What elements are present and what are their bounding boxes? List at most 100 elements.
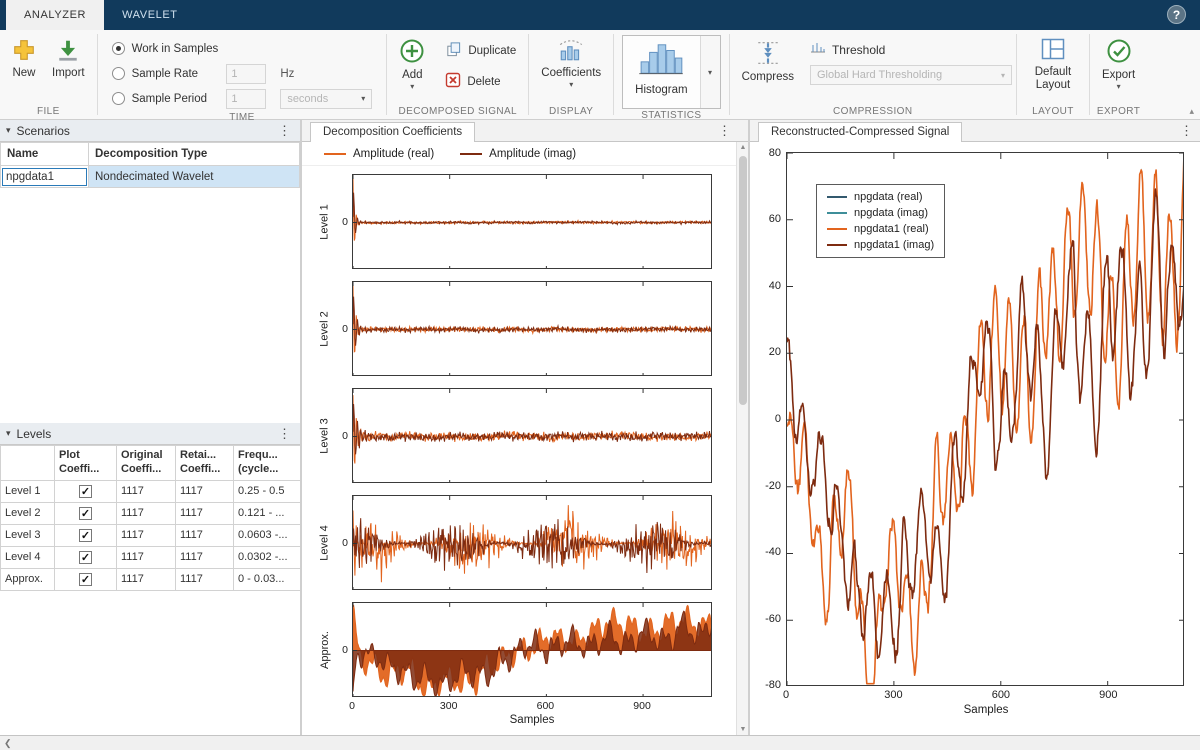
- export-check-icon: [1106, 38, 1132, 67]
- add-button[interactable]: Add ▾: [391, 32, 433, 93]
- chevron-down-icon: ▾: [361, 94, 366, 103]
- frequency-range-cell: 0.121 - ...: [233, 501, 301, 525]
- collapse-toolstrip-icon[interactable]: ▴: [1189, 106, 1194, 116]
- level-name-cell: Level 1: [0, 479, 55, 503]
- levels-empty-area: [0, 590, 300, 735]
- legend-item: npgdata1 (imag): [827, 239, 934, 251]
- divider: [613, 34, 615, 115]
- x-tick-labels: 0 300 600 900: [782, 689, 1118, 701]
- levels-menu-icon[interactable]: ⋮: [278, 425, 291, 441]
- reconstructed-menu-icon[interactable]: ⋮: [1180, 122, 1193, 138]
- original-coefficients-cell: 1117: [116, 567, 176, 591]
- scenario-name-edit[interactable]: npgdata1: [2, 167, 87, 186]
- duplicate-button[interactable]: Duplicate: [437, 38, 524, 64]
- decomposed-signal-section-label: DECOMPOSED SIGNAL: [398, 106, 518, 117]
- question-icon: ?: [1172, 7, 1181, 22]
- scenarios-col-type: Decomposition Type: [88, 142, 300, 166]
- plot-checkbox[interactable]: [79, 506, 92, 520]
- level1-axes[interactable]: [352, 174, 712, 269]
- line-sample: [827, 212, 847, 214]
- compress-button[interactable]: Compress: [734, 34, 802, 86]
- status-bar: ❮: [0, 735, 1200, 750]
- levels-row[interactable]: Approx. 1117 1117 0 - 0.03...: [0, 567, 301, 591]
- y-tick-labels: 80 60 40 20 0 -20 -40 -60 -80: [765, 147, 781, 691]
- sample-rate-radio[interactable]: Sample Rate: [111, 67, 219, 80]
- scroll-down-icon[interactable]: ▼: [739, 726, 747, 733]
- levels-row[interactable]: Level 1 1117 1117 0.25 - 0.5: [0, 479, 301, 503]
- divider: [728, 34, 730, 115]
- coefficients-icon: [558, 38, 584, 65]
- plot-checkbox[interactable]: [79, 550, 92, 564]
- decomposition-legend: Amplitude (real) Amplitude (imag): [302, 142, 748, 166]
- level4-axes[interactable]: [352, 495, 712, 590]
- panel-divider[interactable]: [748, 120, 750, 735]
- collapse-triangle-icon: ▾: [6, 125, 11, 135]
- threshold-method-select[interactable]: Global Hard Thresholding ▾: [809, 65, 1012, 85]
- level-name-cell: Approx.: [0, 567, 55, 591]
- time-section: Work in Samples Sample Rate Hz Sample Pe…: [98, 30, 387, 123]
- plot-checkbox[interactable]: [79, 572, 92, 586]
- retained-coefficients-cell: 1117: [175, 501, 234, 525]
- line-sample: [827, 244, 847, 246]
- collapse-panel-icon[interactable]: ❮: [4, 738, 12, 748]
- scroll-up-icon[interactable]: ▲: [739, 144, 747, 151]
- legend-item: Amplitude (imag): [460, 148, 576, 160]
- delete-button-label: Delete: [467, 75, 501, 88]
- histogram-dropdown-button[interactable]: ▾: [699, 36, 720, 108]
- new-button[interactable]: New: [4, 32, 44, 82]
- level2-axes[interactable]: [352, 281, 712, 376]
- subplot-approx: Approx. 0: [318, 602, 748, 697]
- delete-button[interactable]: Delete: [437, 69, 524, 94]
- scenarios-header[interactable]: ▾ Scenarios ⋮: [0, 120, 300, 142]
- levels-row[interactable]: Level 2 1117 1117 0.121 - ...: [0, 501, 301, 525]
- levels-header[interactable]: ▾ Levels ⋮: [0, 423, 300, 445]
- toolstrip-tab-bar: ANALYZER WAVELET ?: [0, 0, 1200, 30]
- level3-axes[interactable]: [352, 388, 712, 483]
- frequency-range-cell: 0.0302 -...: [233, 545, 301, 569]
- plot-checkbox[interactable]: [79, 528, 92, 542]
- plot-checkbox[interactable]: [79, 484, 92, 498]
- scenario-row[interactable]: npgdata1 Nondecimated Wavelet: [0, 165, 300, 188]
- plot-legend[interactable]: npgdata (real) npgdata (imag) npgdata1 (…: [816, 184, 946, 258]
- sample-rate-input[interactable]: [226, 63, 267, 84]
- panel-divider[interactable]: [300, 120, 302, 735]
- reconstructed-tab[interactable]: Reconstructed-Compressed Signal: [758, 122, 963, 142]
- new-plus-icon: [12, 38, 36, 65]
- coefficients-button[interactable]: Coefficients ▾: [533, 32, 609, 91]
- chevron-down-icon: ▾: [708, 67, 713, 77]
- compression-section-label: COMPRESSION: [833, 106, 913, 117]
- scenarios-menu-icon[interactable]: ⋮: [278, 122, 291, 138]
- levels-row[interactable]: Level 4 1117 1117 0.0302 -...: [0, 545, 301, 569]
- xlabel: Samples: [963, 704, 1009, 716]
- import-button[interactable]: Import: [44, 32, 93, 82]
- import-icon: [56, 38, 80, 65]
- threshold-method-value: Global Hard Thresholding: [816, 69, 943, 81]
- decomposition-plots: Level 1 0 Level 2 0 Level 3 0 Level 4 0: [302, 166, 748, 735]
- export-button[interactable]: Export ▾: [1094, 32, 1143, 93]
- levels-col-retained: Retai... Coeffi...: [175, 445, 234, 481]
- default-layout-button[interactable]: Default Layout: [1021, 32, 1085, 96]
- original-coefficients-cell: 1117: [116, 545, 176, 569]
- approx-axes[interactable]: [352, 602, 712, 697]
- levels-col-frequency: Frequ... (cycle...: [233, 445, 301, 481]
- histogram-split-button: Histogram ▾: [622, 35, 721, 109]
- tab-analyzer[interactable]: ANALYZER: [6, 0, 105, 30]
- sample-period-radio[interactable]: Sample Period: [111, 92, 219, 105]
- decomposition-menu-icon[interactable]: ⋮: [718, 122, 731, 138]
- tab-wavelet[interactable]: WAVELET: [122, 9, 178, 21]
- export-button-label: Export: [1101, 69, 1136, 81]
- help-button[interactable]: ?: [1167, 5, 1186, 24]
- frequency-range-cell: 0.25 - 0.5: [233, 479, 301, 503]
- vertical-scrollbar[interactable]: ▲ ▼: [736, 142, 748, 735]
- scrollbar-thumb[interactable]: [739, 156, 747, 406]
- work-in-samples-radio[interactable]: Work in Samples: [111, 42, 218, 55]
- sample-period-unit-select[interactable]: seconds ▾: [280, 88, 373, 109]
- sample-period-input[interactable]: [226, 88, 267, 109]
- radio-icon: [111, 92, 125, 105]
- levels-row[interactable]: Level 3 1117 1117 0.0603 -...: [0, 523, 301, 547]
- histogram-button[interactable]: Histogram: [623, 36, 699, 108]
- line-sample: [827, 228, 847, 230]
- decomposition-tab[interactable]: Decomposition Coefficients: [310, 122, 476, 142]
- threshold-label: Threshold: [831, 42, 886, 57]
